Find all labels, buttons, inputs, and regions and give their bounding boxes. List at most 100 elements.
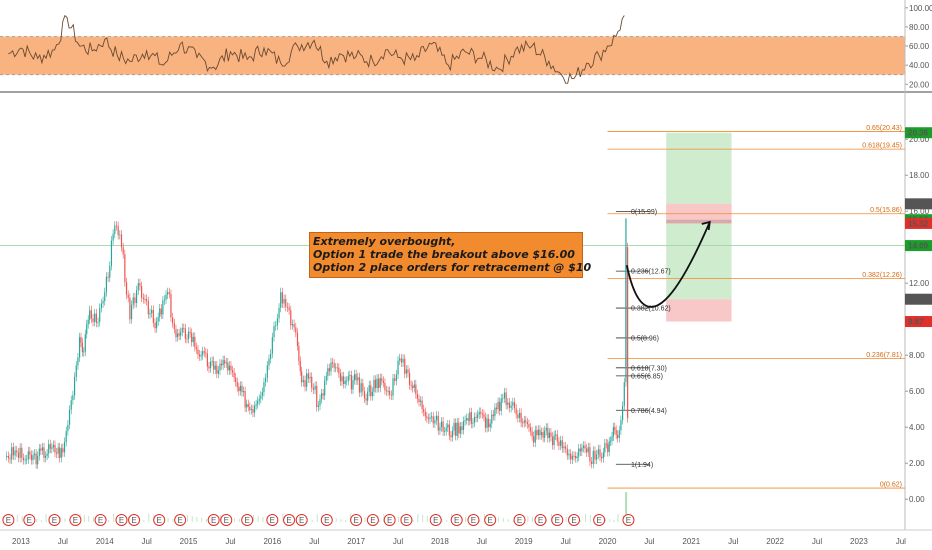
candle-body — [165, 294, 167, 300]
volume-bar — [502, 518, 504, 522]
candle-body — [505, 392, 507, 405]
earnings-marker — [48, 514, 61, 526]
candle-body — [163, 299, 166, 301]
time-tick-label: 2020 — [599, 537, 617, 546]
candle-body — [219, 363, 221, 371]
candle-body — [355, 374, 357, 381]
price-tag-label: 15.32 — [908, 219, 929, 228]
volume-bar — [108, 520, 110, 522]
volume-bar — [550, 514, 552, 522]
candle-body — [467, 418, 469, 421]
candle-body — [390, 394, 392, 396]
annotation-line-1: Extremely overbought, — [313, 235, 456, 248]
candle-body — [84, 334, 86, 352]
earnings-marker-label: E — [177, 516, 182, 525]
earnings-marker-label: E — [157, 516, 162, 525]
candle-body — [513, 402, 516, 409]
volume-bar — [196, 517, 198, 522]
candle-body — [260, 395, 262, 399]
candle-body — [523, 420, 525, 424]
candle-body — [6, 456, 8, 457]
candle-body — [220, 363, 223, 366]
candle-body — [402, 358, 404, 363]
volume-bar — [609, 519, 611, 522]
candle-body — [40, 448, 42, 451]
candle-body — [107, 276, 109, 278]
time-tick-label: Jul — [225, 537, 235, 546]
candle-body — [507, 402, 509, 405]
candle-body — [73, 376, 76, 396]
candle-body — [173, 323, 175, 330]
candle-body — [368, 385, 370, 392]
price-tick-label: 0.00 — [909, 495, 925, 504]
fib-left-label: 0.65(6.85) — [631, 373, 663, 380]
candle-body — [320, 393, 323, 400]
candle-body — [80, 337, 82, 343]
candle-body — [489, 423, 491, 428]
candle-body — [432, 416, 434, 424]
candle-body — [607, 443, 609, 452]
candle-body — [330, 362, 332, 372]
candle-body — [115, 225, 118, 227]
volume-bar — [16, 515, 18, 522]
candle-body — [51, 447, 53, 449]
fib-left-label: 0.382(10.62) — [631, 306, 671, 313]
candle-body — [565, 446, 567, 449]
candle-body — [494, 407, 496, 417]
candle-body — [132, 297, 134, 305]
candle-body — [615, 429, 617, 435]
candle-body — [209, 361, 212, 369]
candle-body — [442, 421, 444, 432]
candle-body — [379, 378, 381, 388]
candle-body — [183, 327, 185, 329]
candle-body — [257, 400, 259, 405]
candle-body — [268, 358, 270, 366]
candle-body — [142, 297, 144, 300]
candle-body — [159, 308, 161, 318]
candle-body — [139, 283, 141, 287]
candle-body — [429, 417, 431, 420]
fib-left-label: 0(15.99) — [631, 209, 657, 216]
candle-body — [151, 309, 153, 314]
candle-body — [573, 455, 575, 457]
candle-body — [533, 436, 535, 443]
time-tick-label: 2016 — [263, 537, 281, 546]
time-tick-label: 2023 — [850, 537, 868, 546]
candle-body — [529, 427, 532, 432]
candle-body — [566, 448, 568, 456]
candle-body — [43, 447, 45, 458]
candle-body — [525, 420, 527, 423]
candle-body — [587, 447, 589, 453]
candle-body — [298, 346, 300, 361]
rsi-line — [8, 14, 625, 84]
earnings-marker-label: E — [555, 516, 560, 525]
candle-body — [211, 361, 213, 362]
volume-bar — [143, 520, 145, 522]
earnings-marker — [551, 514, 564, 526]
candle-body — [309, 376, 311, 379]
time-tick-label: 2015 — [180, 537, 198, 546]
price-tick-label: 16.00 — [909, 207, 930, 216]
candle-body — [239, 385, 241, 392]
candle-body — [296, 332, 299, 347]
earnings-marker-label: E — [488, 516, 493, 525]
earnings-marker — [534, 514, 547, 526]
price-tag — [905, 127, 932, 139]
candle-body — [283, 299, 285, 304]
candle-body — [62, 448, 64, 453]
earnings-marker-label: E — [98, 516, 103, 525]
time-tick-label: 2017 — [347, 537, 365, 546]
candle-body — [618, 430, 620, 438]
candle-body — [589, 447, 591, 462]
volume-bar — [417, 514, 419, 522]
candle-body — [542, 432, 544, 438]
candle-body — [339, 373, 342, 382]
candle-body — [416, 394, 419, 399]
volume-bar — [83, 515, 85, 522]
candle-body — [154, 322, 156, 329]
candle-body — [349, 375, 351, 376]
candle-body — [378, 378, 380, 388]
volume-bar — [64, 518, 66, 522]
candle-body — [508, 402, 511, 408]
volume-bar — [238, 519, 240, 522]
